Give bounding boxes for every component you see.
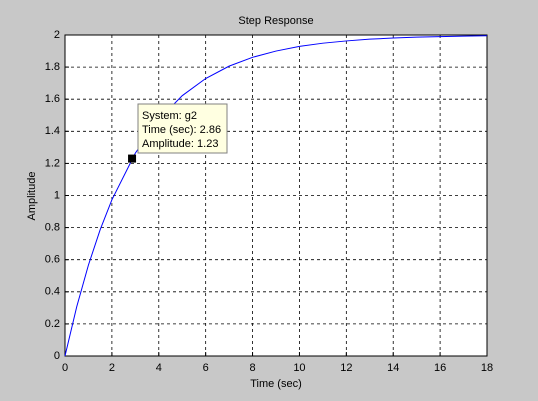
x-tick-label: 4 [156, 362, 162, 374]
x-tick-label: 16 [434, 362, 446, 374]
y-tick-label: 0 [54, 350, 60, 362]
y-tick-label: 0.6 [45, 254, 60, 266]
datatip-text: System: g2 [142, 110, 197, 122]
y-tick-label: 1.6 [45, 93, 60, 105]
y-tick-label: 0.8 [45, 222, 60, 234]
y-tick-label: 0.2 [45, 318, 60, 330]
x-tick-label: 0 [62, 362, 68, 374]
datatip-box [137, 103, 228, 154]
y-tick-label: 1.8 [45, 61, 60, 73]
y-tick-label: 1.2 [45, 157, 60, 169]
datatip-text: Amplitude: 1.23 [142, 138, 218, 150]
x-tick-label: 18 [481, 362, 493, 374]
chart-title: Step Response [238, 15, 313, 27]
y-tick-label: 1.4 [45, 125, 60, 137]
datatip-marker [128, 154, 137, 163]
y-tick-label: 2 [54, 29, 60, 41]
y-tick-label: 0.4 [45, 286, 60, 298]
x-tick-label: 2 [109, 362, 115, 374]
x-tick-label: 12 [340, 362, 352, 374]
y-axis-label: Amplitude [26, 172, 38, 221]
x-tick-label: 8 [249, 362, 255, 374]
axes-box [64, 34, 488, 357]
x-axis-label: Time (sec) [250, 378, 302, 390]
y-tick-label: 1 [54, 189, 60, 201]
datatip-text: Time (sec): 2.86 [142, 124, 221, 136]
x-tick-label: 10 [293, 362, 305, 374]
x-tick-label: 14 [387, 362, 399, 374]
series-line [64, 35, 488, 357]
x-tick-label: 6 [203, 362, 209, 374]
